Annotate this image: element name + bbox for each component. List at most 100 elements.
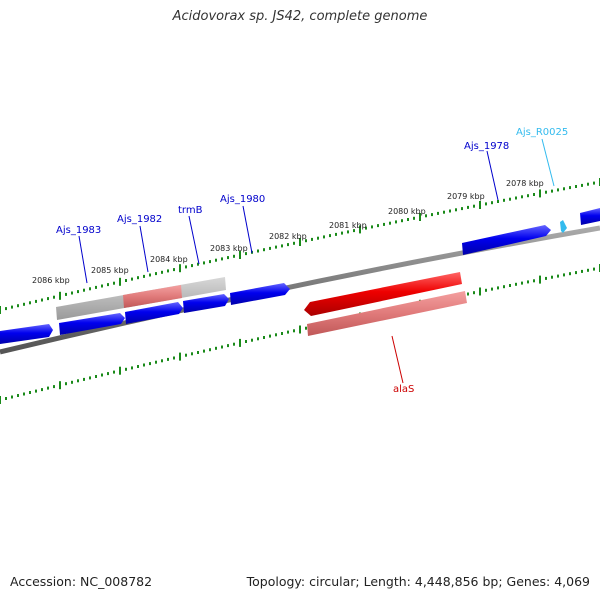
minor-tick <box>401 219 403 223</box>
scale-label: 2086 kbp <box>32 276 70 285</box>
gene-label-ajs-r0025[interactable]: Ajs_R0025 <box>516 127 568 138</box>
accession-text: Accession: NC_008782 <box>10 574 153 589</box>
minor-tick <box>347 230 349 234</box>
major-tick <box>59 381 61 390</box>
minor-tick <box>95 285 97 289</box>
minor-tick <box>251 338 253 342</box>
minor-tick <box>467 292 469 296</box>
major-tick <box>539 189 541 198</box>
minor-tick <box>305 239 307 243</box>
minor-tick <box>545 276 547 280</box>
leader-line <box>391 335 404 384</box>
minor-tick <box>533 279 535 283</box>
minor-tick <box>587 182 589 186</box>
major-tick <box>179 264 181 273</box>
gene-arrow[interactable] <box>0 324 53 344</box>
minor-tick <box>113 370 115 374</box>
major-tick <box>299 238 301 246</box>
gene-label-ajs-1980[interactable]: Ajs_1980 <box>220 194 265 205</box>
minor-tick <box>65 292 67 296</box>
minor-tick <box>83 288 85 292</box>
trna-arrow[interactable] <box>560 220 567 233</box>
minor-tick <box>383 222 385 226</box>
gene-label-ajs-1982[interactable]: Ajs_1982 <box>117 214 162 225</box>
minor-tick <box>353 229 355 233</box>
gene-arrow[interactable] <box>462 225 551 255</box>
gene-label-ajs-1978[interactable]: Ajs_1978 <box>464 141 509 152</box>
minor-tick <box>467 205 469 209</box>
minor-tick <box>551 189 553 193</box>
minor-tick <box>557 188 559 192</box>
minor-tick <box>185 353 187 357</box>
minor-tick <box>107 372 109 376</box>
map-title: Acidovorax sp. JS42, complete genome <box>172 9 428 24</box>
minor-tick <box>263 336 265 339</box>
minor-tick <box>377 224 379 228</box>
minor-tick <box>263 248 265 252</box>
minor-tick <box>545 190 547 194</box>
minor-tick <box>101 284 103 288</box>
scale-labels: 2086 kbp 2085 kbp 2084 kbp 2083 kbp 2082… <box>32 179 544 285</box>
minor-tick <box>329 234 331 238</box>
minor-tick <box>443 210 445 214</box>
minor-tick <box>41 298 43 302</box>
major-tick <box>179 352 181 361</box>
minor-tick <box>269 334 271 338</box>
genome-backbone <box>0 225 600 355</box>
minor-tick <box>221 345 223 349</box>
gene-label-trmb[interactable]: trmB <box>178 205 203 216</box>
minor-tick <box>431 213 433 217</box>
alas-protein-band[interactable] <box>307 291 467 336</box>
scale-label: 2081 kbp <box>329 221 367 230</box>
minor-tick <box>143 274 145 278</box>
minor-tick <box>575 271 577 275</box>
alas-gene-arrow[interactable] <box>304 272 462 316</box>
leader-line <box>486 150 499 201</box>
minor-tick <box>557 274 559 278</box>
minor-tick <box>131 366 133 370</box>
minor-tick <box>83 377 85 381</box>
minor-tick <box>35 299 37 303</box>
minor-tick <box>209 348 211 352</box>
minor-tick <box>275 333 277 337</box>
minor-tick <box>293 329 295 333</box>
minor-tick <box>455 208 457 212</box>
major-tick <box>359 225 361 234</box>
minor-tick <box>185 265 187 269</box>
minor-tick <box>521 281 523 285</box>
gene-arrow[interactable] <box>580 208 600 225</box>
gene-label-alas[interactable]: alaS <box>393 384 414 395</box>
minor-tick <box>215 346 217 350</box>
major-tick <box>119 366 121 375</box>
minor-tick <box>173 268 175 272</box>
minor-tick <box>497 286 499 290</box>
gene-arrow[interactable] <box>125 302 183 324</box>
minor-tick <box>491 287 493 291</box>
minor-tick <box>563 273 565 277</box>
gene-labels: Ajs_1983 Ajs_1982 trmB Ajs_1980 Ajs_1978… <box>56 127 568 395</box>
minor-tick <box>5 397 7 400</box>
leader-line <box>188 215 200 265</box>
minor-tick <box>503 198 505 202</box>
major-tick <box>0 396 1 404</box>
gene-arrow[interactable] <box>59 313 125 335</box>
minor-tick <box>227 344 229 348</box>
minor-tick <box>23 392 25 396</box>
minor-tick <box>497 200 499 203</box>
minor-tick <box>371 225 373 229</box>
minor-tick <box>569 186 571 190</box>
minor-tick <box>5 307 7 311</box>
major-tick <box>299 325 301 334</box>
minor-tick <box>365 226 367 230</box>
major-tick <box>119 277 121 286</box>
minor-tick <box>533 193 535 196</box>
minor-tick <box>515 282 517 286</box>
major-tick <box>0 306 1 314</box>
minor-tick <box>107 283 109 287</box>
gene-arrow[interactable] <box>183 294 229 313</box>
gene-arrow[interactable] <box>230 283 290 305</box>
gene-label-ajs-1983[interactable]: Ajs_1983 <box>56 225 101 236</box>
minor-tick <box>593 267 595 271</box>
minor-tick <box>449 209 451 213</box>
minor-tick <box>485 202 487 206</box>
